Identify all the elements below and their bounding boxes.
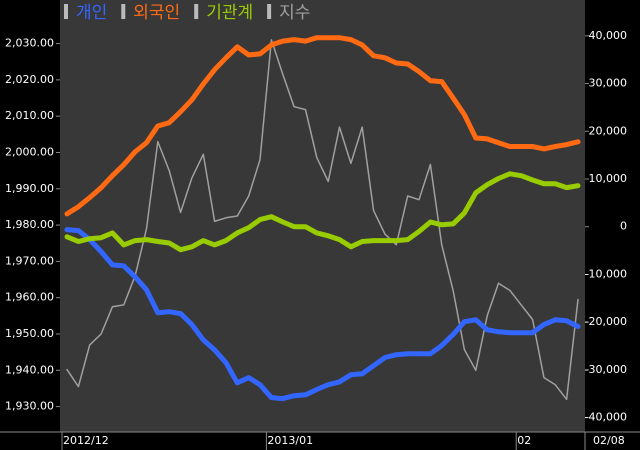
y2-tick-label: -10,000 [585, 267, 627, 280]
y-tick-label: 1,940.00 [5, 363, 54, 376]
y-tick-label: 1,970.00 [5, 254, 54, 267]
y2-tick-label: -20,000 [585, 315, 627, 328]
y-tick-label: 1,950.00 [5, 327, 54, 340]
y-tick-label: 1,960.00 [5, 291, 54, 304]
plot-area [60, 0, 585, 432]
y2-tick-label: 40,000 [589, 29, 628, 42]
y2-tick-label: -30,000 [585, 363, 627, 376]
legend-marker [194, 4, 199, 19]
y-tick-label: 1,990.00 [5, 182, 54, 195]
series-line [66, 39, 579, 401]
y2-tick-label: 10,000 [589, 172, 628, 185]
legend-label: 기관계 [206, 3, 253, 23]
y2-tick-label: -40,000 [585, 411, 627, 424]
y-tick-label: 2,000.00 [5, 145, 54, 158]
y2-tick-label: 30,000 [589, 77, 628, 90]
legend-marker [267, 4, 272, 19]
x-tick-label: 02/08 [593, 434, 625, 447]
y-tick-label: 2,030.00 [5, 37, 54, 50]
x-tick-label: 2012/12 [63, 434, 109, 447]
legend-label: 외국인 [133, 3, 180, 23]
x-tick-label: 02 [517, 434, 531, 447]
legend-marker [121, 4, 126, 19]
legend-marker [64, 4, 68, 19]
y2-tick-label: 0 [620, 220, 627, 233]
series-line [64, 171, 581, 253]
y-tick-label: 1,930.00 [5, 400, 54, 413]
y-tick-label: 2,010.00 [5, 109, 54, 122]
x-tick-label: 2013/01 [267, 434, 313, 447]
series-line [64, 227, 581, 402]
legend: 개인 외국인 기관계 지수 [64, 3, 310, 23]
y-tick-label: 1,980.00 [5, 218, 54, 231]
y-tick-label: 2,020.00 [5, 73, 54, 86]
legend-label: 개인 [76, 3, 107, 23]
legend-label: 지수 [279, 3, 310, 23]
series-line [64, 35, 581, 217]
y2-tick-label: 20,000 [589, 124, 628, 137]
